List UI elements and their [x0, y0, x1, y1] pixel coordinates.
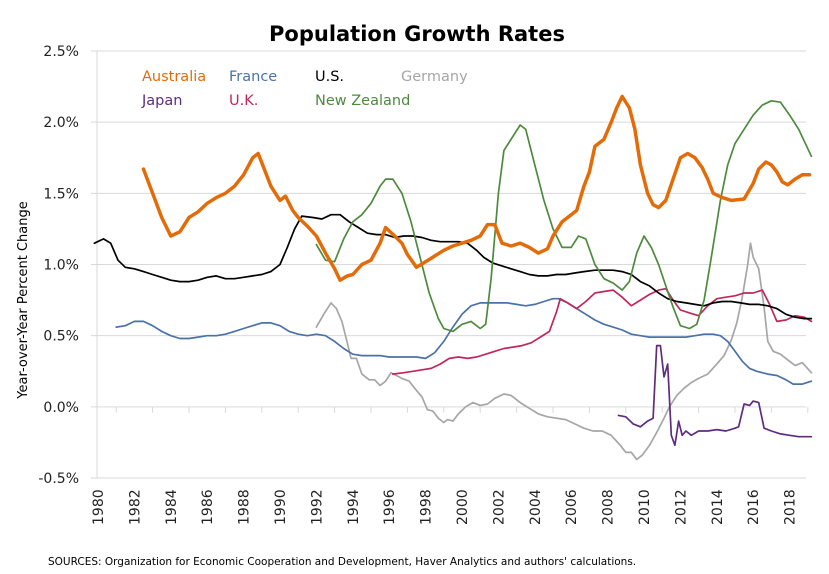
y-tick-label: 0.0% [43, 400, 79, 416]
series-lines [93, 94, 813, 461]
legend-item-u-s: U.S. [315, 69, 344, 85]
x-tick-label: 1994 [346, 489, 362, 525]
x-tick-label: 2002 [491, 489, 507, 525]
y-tick-label: 1.0% [43, 258, 79, 274]
x-tick-labels: 1980 1982 1984 1986 1988 1990 1992 1994 1996 1998… [91, 489, 799, 525]
x-tick-label: 2008 [601, 489, 617, 525]
legend-item-japan: Japan [141, 93, 182, 109]
x-tick-label: 2012 [673, 489, 689, 525]
legend-item-france: France [229, 69, 277, 85]
x-tick-label: 1990 [273, 489, 289, 525]
y-tick-label: 2.0% [43, 115, 79, 131]
y-tick-label: 0.5% [43, 329, 79, 345]
chart-title: Population Growth Rates [269, 22, 565, 46]
x-tick-label: 2004 [528, 489, 544, 525]
series-line-new-zealand [315, 99, 813, 333]
legend-item-germany: Germany [401, 69, 468, 85]
x-tick-label: 1988 [237, 489, 253, 525]
x-tick-label: 2016 [746, 489, 762, 525]
x-tick-label: 2006 [564, 489, 580, 525]
series-line-japan [617, 344, 813, 447]
x-tick-label: 2018 [783, 489, 799, 525]
source-note: SOURCES: Organization for Economic Coope… [48, 556, 636, 568]
series-line-australia [141, 94, 812, 282]
series-line-u-s [93, 213, 813, 320]
x-tick-label: 2000 [455, 489, 471, 525]
x-tick-label: 2010 [637, 489, 653, 525]
legend-item-australia: Australia [142, 69, 206, 85]
x-tick-label: 2014 [710, 489, 726, 525]
x-tick-marks [115, 406, 809, 413]
series-line-germany [315, 242, 813, 461]
series-line-u-k [391, 287, 813, 375]
x-tick-label: 1980 [91, 489, 107, 525]
legend-item-u-k: U.K. [229, 93, 258, 109]
y-tick-label: 2.5% [43, 44, 79, 60]
x-tick-label: 1996 [382, 489, 398, 525]
x-tick-label: 1998 [419, 489, 435, 525]
y-tick-labels: -0.5% 0.0% 0.5% 1.0% 1.5% 2.0% 2.5% [38, 44, 79, 487]
y-tick-label: -0.5% [38, 471, 79, 487]
x-tick-label: 1986 [200, 489, 216, 525]
legend-item-new-zealand: New Zealand [315, 93, 410, 109]
x-tick-label: 1992 [309, 489, 325, 525]
x-tick-label: 1984 [164, 489, 180, 525]
series-line-france [115, 297, 813, 385]
y-axis-label: Year-over-Year Percent Change [16, 201, 31, 399]
gridlines [91, 50, 806, 479]
x-tick-label: 1982 [127, 489, 143, 525]
legend: Australia France U.S. Germany Japan U.K. New Z… [141, 69, 468, 109]
y-tick-label: 1.5% [43, 186, 79, 202]
